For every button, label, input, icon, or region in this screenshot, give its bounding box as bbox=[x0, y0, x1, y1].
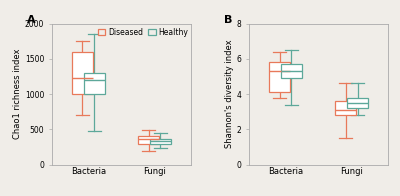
Y-axis label: Chao1 richness index: Chao1 richness index bbox=[13, 49, 22, 139]
Bar bbox=[72, 52, 93, 94]
Bar bbox=[150, 139, 171, 144]
Text: B: B bbox=[224, 15, 232, 25]
Text: A: A bbox=[27, 15, 36, 25]
Bar bbox=[84, 73, 105, 94]
Bar bbox=[138, 136, 159, 144]
Bar bbox=[347, 98, 368, 108]
Bar bbox=[269, 62, 290, 92]
Y-axis label: Shannon's diversity index: Shannon's diversity index bbox=[225, 40, 234, 148]
Bar bbox=[281, 64, 302, 78]
Bar bbox=[335, 101, 356, 115]
Legend: Diseased, Healthy: Diseased, Healthy bbox=[95, 24, 192, 40]
